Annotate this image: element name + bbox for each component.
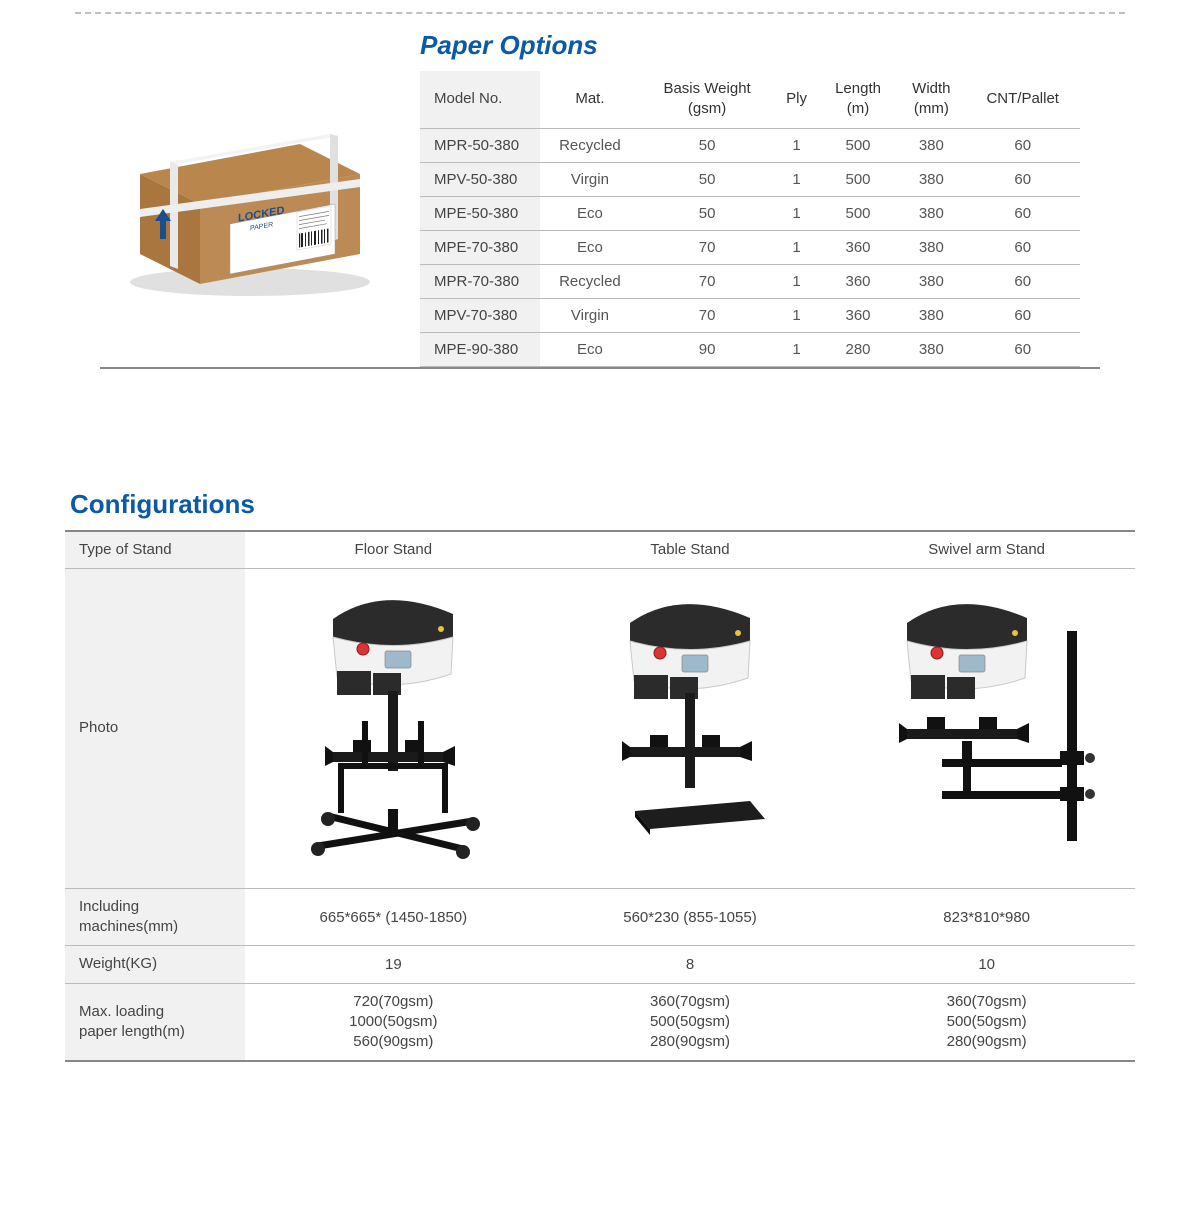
- cardboard-box-icon: LOCKED PAPER: [100, 104, 390, 304]
- config-row-dimensions: Including machines(mm) 665*665* (1450-18…: [65, 888, 1135, 946]
- paper-cell: 50: [640, 128, 774, 162]
- paper-cell: 380: [897, 332, 965, 366]
- paper-model-cell: MPR-50-380: [420, 128, 540, 162]
- paper-cell: 380: [897, 298, 965, 332]
- config-stand-2-dim: 823*810*980: [838, 888, 1135, 946]
- config-stand-1-loading: 360(70gsm) 500(50gsm) 280(90gsm): [542, 983, 839, 1061]
- paper-cell: 360: [819, 298, 897, 332]
- paper-cell: 500: [819, 128, 897, 162]
- paper-row: MPE-70-380Eco70136038060: [420, 230, 1080, 264]
- paper-model-cell: MPR-70-380: [420, 264, 540, 298]
- paper-cell: Recycled: [540, 128, 640, 162]
- paper-cell: 380: [897, 230, 965, 264]
- paper-cell: 60: [965, 162, 1080, 196]
- paper-col-basis: Basis Weight (gsm): [640, 71, 774, 128]
- paper-cell: Recycled: [540, 264, 640, 298]
- paper-cell: 70: [640, 298, 774, 332]
- paper-col-cnt: CNT/Pallet: [965, 71, 1080, 128]
- paper-cell: 60: [965, 298, 1080, 332]
- paper-col-length: Length (m): [819, 71, 897, 128]
- config-row-weight: Weight(KG) 19 8 10: [65, 946, 1135, 983]
- paper-row: MPE-50-380Eco50150038060: [420, 196, 1080, 230]
- config-label-weight: Weight(KG): [65, 946, 245, 983]
- paper-cell: 380: [897, 162, 965, 196]
- paper-cell: 1: [774, 298, 818, 332]
- paper-model-cell: MPV-50-380: [420, 162, 540, 196]
- config-label-loading: Max. loading paper length(m): [65, 983, 245, 1061]
- paper-cell: Eco: [540, 230, 640, 264]
- paper-row: MPR-50-380Recycled50150038060: [420, 128, 1080, 162]
- paper-cell: 1: [774, 230, 818, 264]
- paper-cell: 360: [819, 264, 897, 298]
- paper-cell: 60: [965, 332, 1080, 366]
- paper-col-model: Model No.: [420, 71, 540, 128]
- paper-cell: 380: [897, 128, 965, 162]
- paper-cell: 500: [819, 196, 897, 230]
- paper-cell: 70: [640, 264, 774, 298]
- paper-row: MPV-50-380Virgin50150038060: [420, 162, 1080, 196]
- config-row-type: Type of Stand Floor Stand Table Stand Sw…: [65, 531, 1135, 569]
- paper-cell: 50: [640, 162, 774, 196]
- paper-col-width: Width (mm): [897, 71, 965, 128]
- config-photo-swivel: [838, 568, 1135, 888]
- config-stand-0-dim: 665*665* (1450-1850): [245, 888, 542, 946]
- paper-cell: 1: [774, 128, 818, 162]
- paper-cell: 60: [965, 128, 1080, 162]
- paper-cell: Virgin: [540, 298, 640, 332]
- paper-row: MPV-70-380Virgin70136038060: [420, 298, 1080, 332]
- paper-options-title: Paper Options: [420, 30, 1170, 61]
- paper-cell: 1: [774, 196, 818, 230]
- config-label-dimensions: Including machines(mm): [65, 888, 245, 946]
- paper-cell: Virgin: [540, 162, 640, 196]
- paper-section-bottom-rule: [100, 367, 1100, 369]
- configurations-table: Type of Stand Floor Stand Table Stand Sw…: [65, 530, 1135, 1063]
- paper-cell: 380: [897, 196, 965, 230]
- paper-cell: 380: [897, 264, 965, 298]
- config-label-type: Type of Stand: [65, 531, 245, 569]
- paper-options-table: Model No. Mat. Basis Weight (gsm) Ply Le…: [420, 71, 1080, 367]
- paper-model-cell: MPE-70-380: [420, 230, 540, 264]
- config-stand-0-weight: 19: [245, 946, 542, 983]
- paper-cell: 1: [774, 162, 818, 196]
- config-photo-floor: [245, 568, 542, 888]
- config-stand-0-name: Floor Stand: [245, 531, 542, 569]
- paper-model-cell: MPE-50-380: [420, 196, 540, 230]
- paper-row: MPR-70-380Recycled70136038060: [420, 264, 1080, 298]
- paper-cell: Eco: [540, 332, 640, 366]
- paper-cell: 90: [640, 332, 774, 366]
- configurations-title: Configurations: [70, 489, 1170, 520]
- paper-cell: Eco: [540, 196, 640, 230]
- paper-cell: 50: [640, 196, 774, 230]
- config-stand-1-weight: 8: [542, 946, 839, 983]
- paper-model-cell: MPV-70-380: [420, 298, 540, 332]
- paper-cell: 1: [774, 264, 818, 298]
- paper-cell: 60: [965, 230, 1080, 264]
- paper-col-mat: Mat.: [540, 71, 640, 128]
- paper-col-ply: Ply: [774, 71, 818, 128]
- config-stand-2-name: Swivel arm Stand: [838, 531, 1135, 569]
- paper-cell: 1: [774, 332, 818, 366]
- config-stand-0-loading: 720(70gsm) 1000(50gsm) 560(90gsm): [245, 983, 542, 1061]
- paper-cell: 500: [819, 162, 897, 196]
- top-dashed-divider: [75, 12, 1125, 14]
- config-stand-1-dim: 560*230 (855-1055): [542, 888, 839, 946]
- paper-cell: 280: [819, 332, 897, 366]
- paper-row: MPE-90-380Eco90128038060: [420, 332, 1080, 366]
- paper-cell: 60: [965, 264, 1080, 298]
- config-row-photo: Photo: [65, 568, 1135, 888]
- paper-options-section: LOCKED PAPER Paper Options Model No. Mat…: [30, 24, 1170, 367]
- paper-cell: 60: [965, 196, 1080, 230]
- config-stand-1-name: Table Stand: [542, 531, 839, 569]
- paper-model-cell: MPE-90-380: [420, 332, 540, 366]
- config-stand-2-weight: 10: [838, 946, 1135, 983]
- config-photo-table: [542, 568, 839, 888]
- paper-cell: 360: [819, 230, 897, 264]
- paper-cell: 70: [640, 230, 774, 264]
- config-label-photo: Photo: [65, 568, 245, 888]
- config-row-loading: Max. loading paper length(m) 720(70gsm) …: [65, 983, 1135, 1061]
- paper-box-illustration: LOCKED PAPER: [100, 24, 390, 309]
- config-stand-2-loading: 360(70gsm) 500(50gsm) 280(90gsm): [838, 983, 1135, 1061]
- paper-table-header: Model No. Mat. Basis Weight (gsm) Ply Le…: [420, 71, 1080, 128]
